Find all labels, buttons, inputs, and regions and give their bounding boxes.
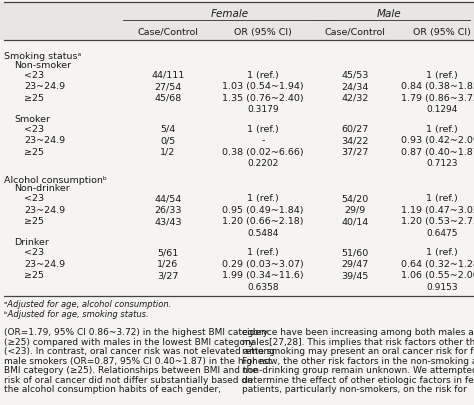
Text: 0.87 (0.40~1.87): 0.87 (0.40~1.87) [401,147,474,156]
Text: 1 (ref.): 1 (ref.) [426,70,458,79]
Text: 3/27: 3/27 [157,271,179,279]
Text: Non-smoker: Non-smoker [14,61,71,70]
Text: determine the effect of other etiologic factors in fer: determine the effect of other etiologic … [242,375,474,384]
Text: 1 (ref.): 1 (ref.) [247,124,279,133]
Text: 1 (ref.): 1 (ref.) [247,70,279,79]
Text: 23~24.9: 23~24.9 [24,205,65,214]
Text: Alcohol consumptionᵇ: Alcohol consumptionᵇ [4,175,107,184]
Text: OR (95% CI): OR (95% CI) [234,28,292,36]
Text: 0.93 (0.42~2.09): 0.93 (0.42~2.09) [401,136,474,145]
Text: 1/2: 1/2 [160,147,176,156]
Bar [0,3,474,41]
Text: 1.03 (0.54~1.94): 1.03 (0.54~1.94) [222,82,304,91]
Text: <23: <23 [24,70,44,79]
Text: 1.35 (0.76~2.40): 1.35 (0.76~2.40) [222,94,304,102]
Text: 44/54: 44/54 [155,194,182,202]
Text: Smoker: Smoker [14,115,50,124]
Text: 23~24.9: 23~24.9 [24,259,65,268]
Text: 44/111: 44/111 [151,70,185,79]
Text: 1 (ref.): 1 (ref.) [247,247,279,256]
Text: 45/53: 45/53 [341,70,369,79]
Text: 1 (ref.): 1 (ref.) [426,247,458,256]
Text: 1.20 (0.66~2.18): 1.20 (0.66~2.18) [222,217,304,226]
Text: 0.7123: 0.7123 [426,159,458,168]
Text: 1.99 (0.34~11.6): 1.99 (0.34~11.6) [222,271,304,279]
Text: 51/60: 51/60 [341,247,369,256]
Text: 54/20: 54/20 [341,194,369,202]
Text: (≥25) compared with males in the lowest BMI category: (≥25) compared with males in the lowest … [4,337,254,346]
Text: Case/Control: Case/Control [325,28,385,36]
Text: 45/68: 45/68 [155,94,182,102]
Text: 27/54: 27/54 [155,82,182,91]
Text: males[27,28]. This implies that risk factors other than c: males[27,28]. This implies that risk fac… [242,337,474,346]
Text: <23: <23 [24,194,44,202]
Text: patients, particularly non-smokers, on the risk for: patients, particularly non-smokers, on t… [242,384,467,393]
Text: BMI category (≥25). Relationships between BMI and the: BMI category (≥25). Relationships betwee… [4,365,258,375]
Text: (OR=1.79, 95% CI 0.86~3.72) in the highest BMI category: (OR=1.79, 95% CI 0.86~3.72) in the highe… [4,328,268,337]
Text: Male: Male [377,9,401,19]
Text: 1.19 (0.47~3.02): 1.19 (0.47~3.02) [401,205,474,214]
Text: 0.84 (0.38~1.85): 0.84 (0.38~1.85) [401,82,474,91]
Text: 23~24.9: 23~24.9 [24,82,65,91]
Text: Female: Female [210,9,248,19]
Text: ≥25: ≥25 [24,271,44,279]
Text: 0.6358: 0.6358 [247,282,279,291]
Text: 5/61: 5/61 [157,247,179,256]
Text: 60/27: 60/27 [341,124,369,133]
Text: 40/14: 40/14 [341,217,369,226]
Text: 43/43: 43/43 [154,217,182,226]
Text: 0.5484: 0.5484 [247,228,279,237]
Text: the alcohol consumption habits of each gender,: the alcohol consumption habits of each g… [4,384,221,393]
Text: 1 (ref.): 1 (ref.) [247,194,279,202]
Text: (<23). In contrast, oral cancer risk was not elevated among: (<23). In contrast, oral cancer risk was… [4,347,275,356]
Text: ᵃAdjusted for age, alcohol consumption.: ᵃAdjusted for age, alcohol consumption. [4,300,171,309]
Text: 1.20 (0.53~2.73): 1.20 (0.53~2.73) [401,217,474,226]
Text: 42/32: 42/32 [341,94,369,102]
Text: 0.6475: 0.6475 [426,228,458,237]
Text: 29/9: 29/9 [345,205,365,214]
Text: 1.06 (0.55~2.06): 1.06 (0.55~2.06) [401,271,474,279]
Text: rette smoking may present an oral cancer risk for fema: rette smoking may present an oral cancer… [242,347,474,356]
Text: ≥25: ≥25 [24,217,44,226]
Text: 1 (ref.): 1 (ref.) [426,194,458,202]
Text: 0.29 (0.03~3.07): 0.29 (0.03~3.07) [222,259,304,268]
Text: 34/22: 34/22 [341,136,369,145]
Text: <23: <23 [24,124,44,133]
Text: 29/47: 29/47 [341,259,369,268]
Text: 0.1294: 0.1294 [426,105,458,114]
Text: 1/26: 1/26 [157,259,179,268]
Text: 0.38 (0.02~6.66): 0.38 (0.02~6.66) [222,147,304,156]
Text: 0.3179: 0.3179 [247,105,279,114]
Text: ≥25: ≥25 [24,94,44,102]
Text: 26/33: 26/33 [154,205,182,214]
Text: risk of oral cancer did not differ substantially based on: risk of oral cancer did not differ subst… [4,375,253,384]
Text: 0.95 (0.49~1.84): 0.95 (0.49~1.84) [222,205,304,214]
Text: Drinker: Drinker [14,238,49,247]
Text: -: - [261,136,264,145]
Text: 0.2202: 0.2202 [247,159,279,168]
Text: Case/Control: Case/Control [137,28,199,36]
Text: 23~24.9: 23~24.9 [24,136,65,145]
Text: 0.9153: 0.9153 [426,282,458,291]
Text: 24/34: 24/34 [341,82,369,91]
Text: Smoking statusᵃ: Smoking statusᵃ [4,52,81,61]
Text: 39/45: 39/45 [341,271,369,279]
Text: non-drinking group remain unknown. We attempted: non-drinking group remain unknown. We at… [242,365,474,375]
Text: 1 (ref.): 1 (ref.) [426,124,458,133]
Text: For now, the other risk factors in the non-smoking and: For now, the other risk factors in the n… [242,356,474,365]
Text: 0/5: 0/5 [160,136,176,145]
Text: ᵇAdjusted for age, smoking status.: ᵇAdjusted for age, smoking status. [4,309,149,319]
Text: 1.79 (0.86~3.72): 1.79 (0.86~3.72) [401,94,474,102]
Text: <23: <23 [24,247,44,256]
Text: male smokers (OR=0.87, 95% CI 0.40~1.87) in the highest: male smokers (OR=0.87, 95% CI 0.40~1.87)… [4,356,272,365]
Text: cidence have been increasing among both males and: cidence have been increasing among both … [242,328,474,337]
Text: 0.64 (0.32~1.28): 0.64 (0.32~1.28) [401,259,474,268]
Text: 5/4: 5/4 [160,124,176,133]
Text: Non-drinker: Non-drinker [14,184,70,193]
Text: OR (95% CI): OR (95% CI) [413,28,471,36]
Text: 37/27: 37/27 [341,147,369,156]
Text: ≥25: ≥25 [24,147,44,156]
